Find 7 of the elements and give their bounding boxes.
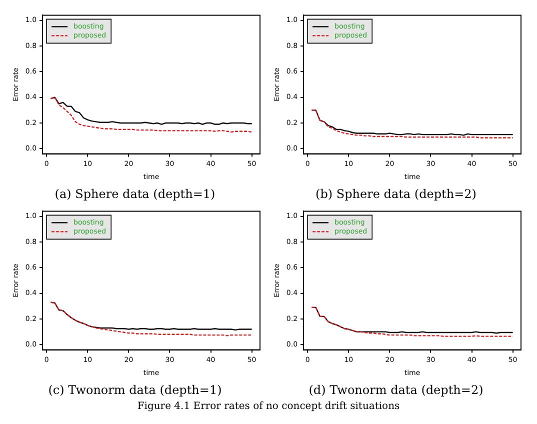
text: (c) Twonorm data (depth=1) [48,382,222,397]
line-series [50,302,252,336]
text: (a) Sphere data (depth=1) [54,186,216,201]
text: (b) Sphere data (depth=2) [316,186,476,201]
caption: Figure 4.1 Error rates of no concept drift situations [136,401,401,412]
text: (d) Twonorm data (depth=2) [308,382,484,397]
line-series [50,96,252,133]
